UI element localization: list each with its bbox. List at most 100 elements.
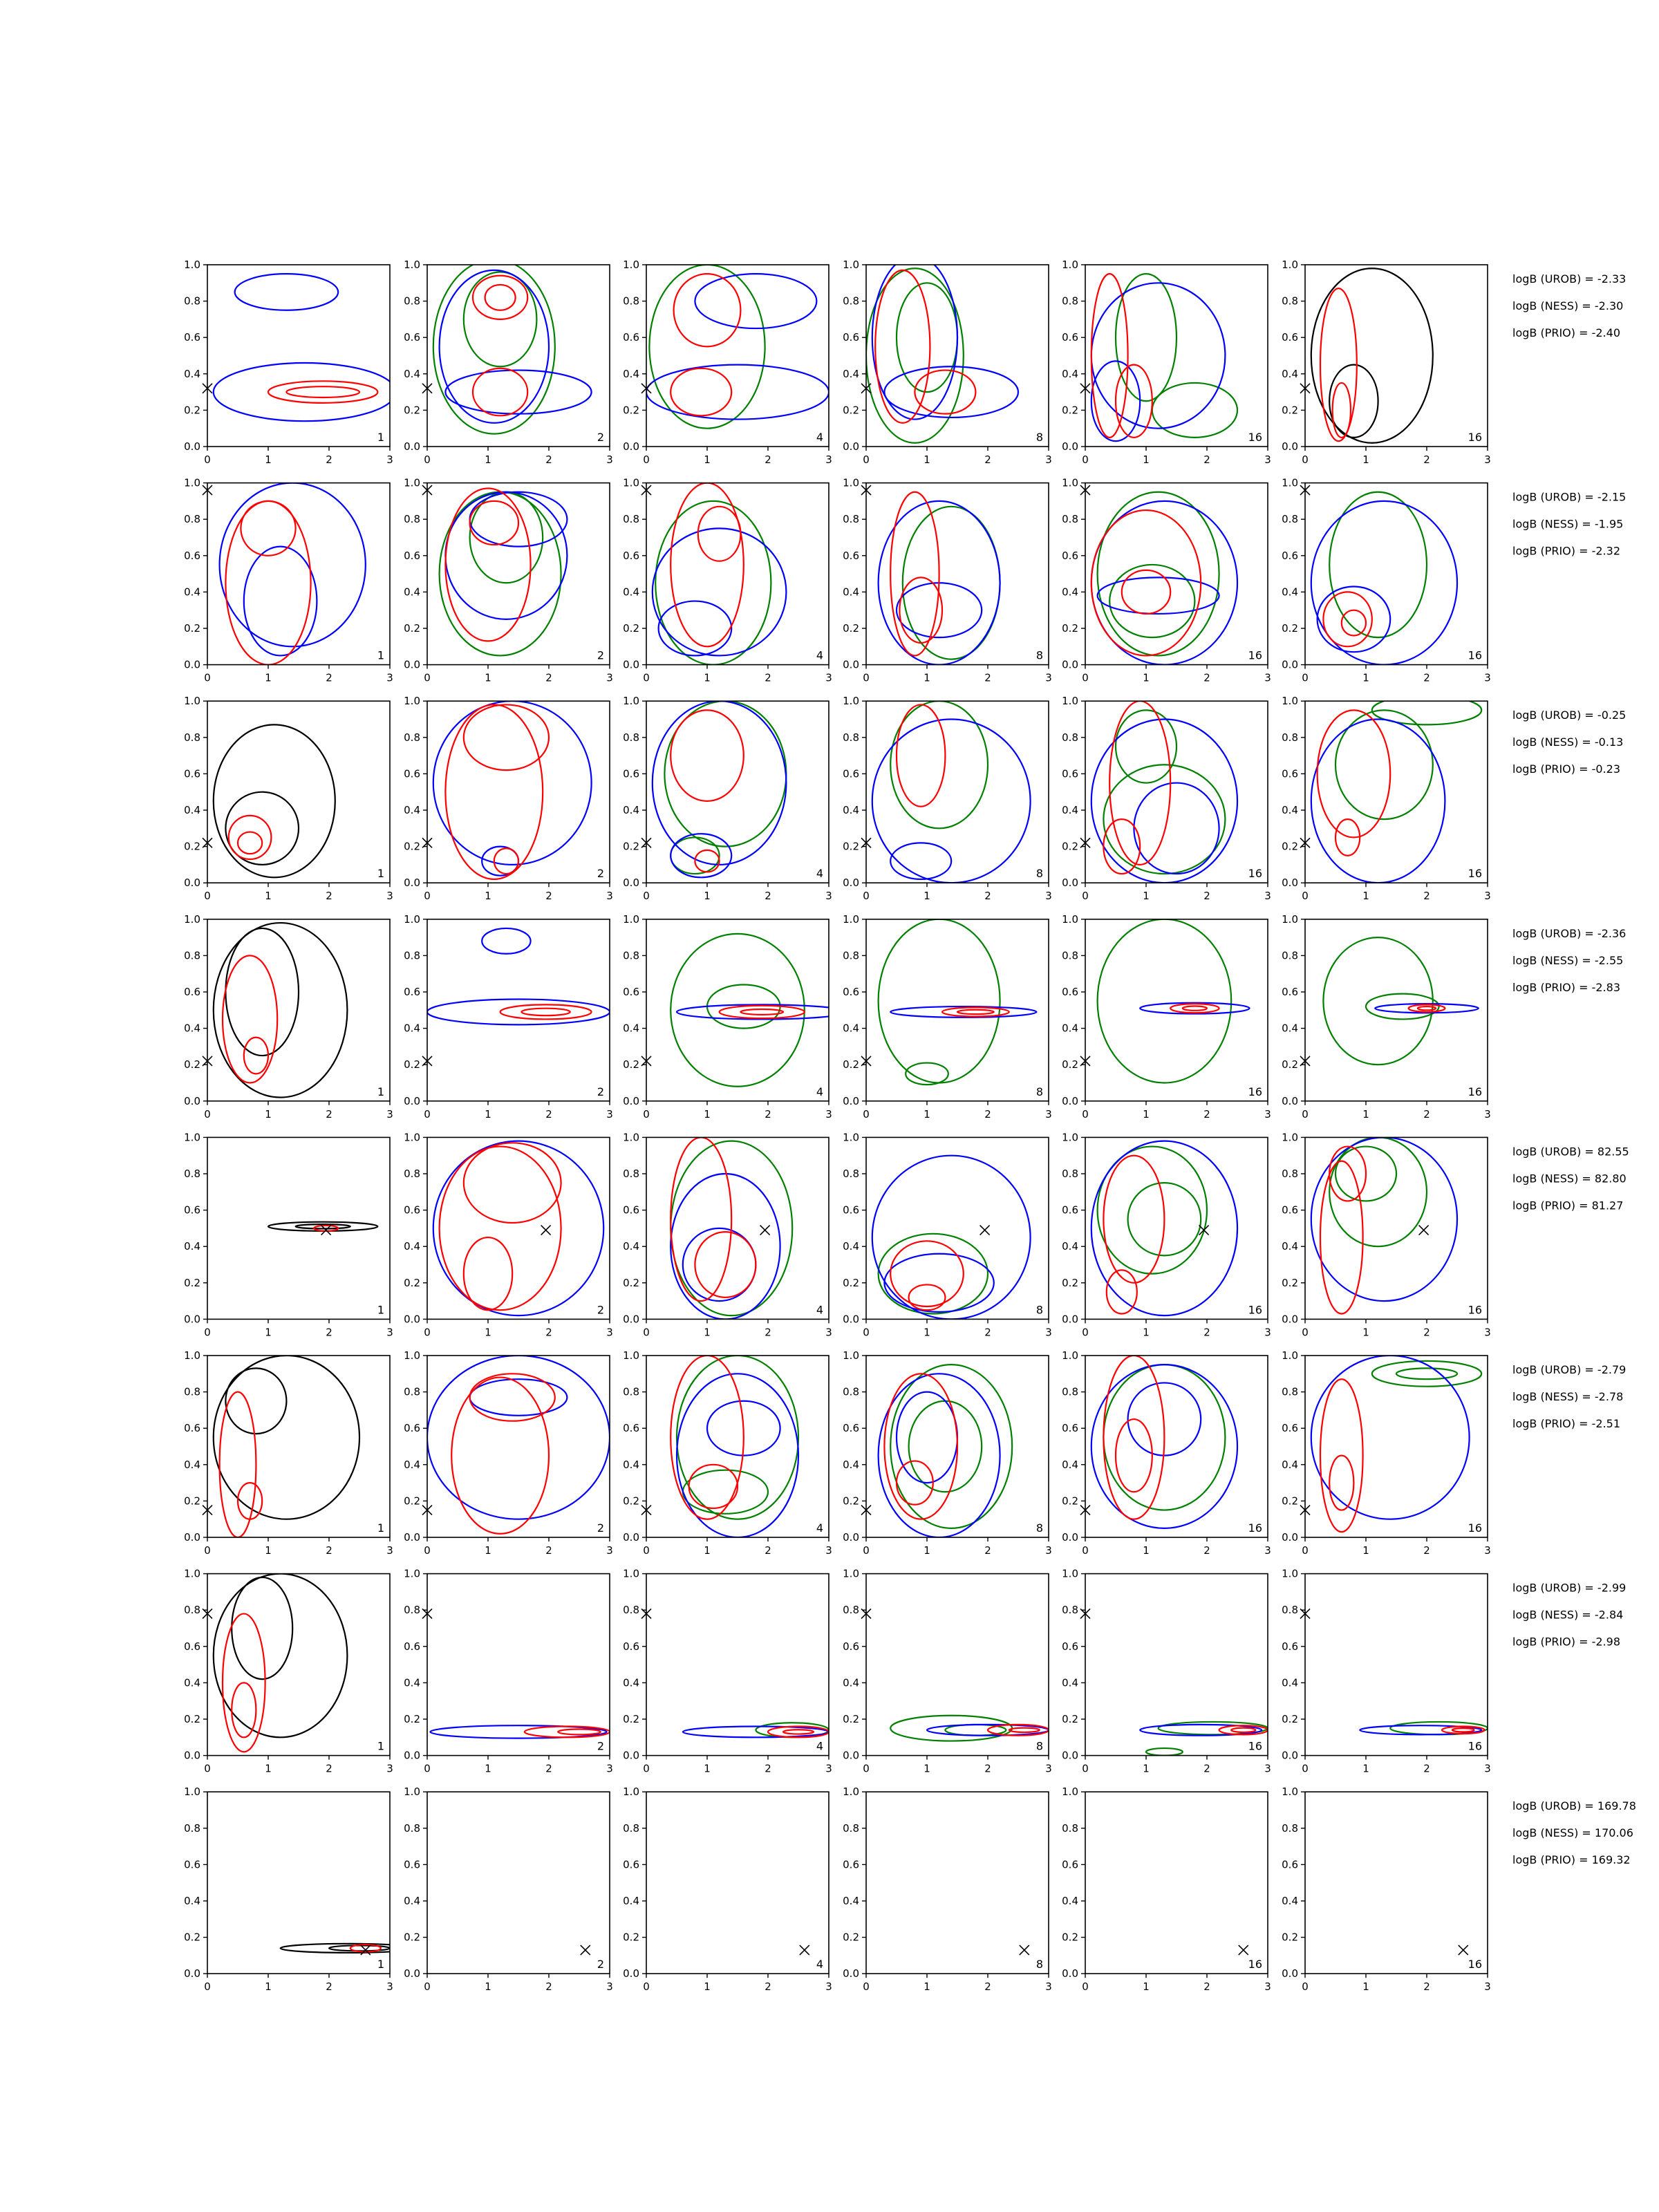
- y-tick-label: 0.2: [623, 1277, 639, 1289]
- red-contour: [484, 283, 516, 311]
- x-tick-label: 2: [1423, 672, 1430, 684]
- contour-group: [670, 1356, 800, 1537]
- red-contour: [890, 491, 940, 657]
- green-contour: [1329, 491, 1428, 639]
- axes-frame: [207, 1791, 391, 1974]
- x-tick-label: 2: [984, 1980, 991, 1993]
- x-tick-label: 0: [1082, 672, 1089, 684]
- x-tick-label: 0: [1082, 1544, 1089, 1557]
- truth-marker: [1199, 1224, 1210, 1236]
- red-contour: [1329, 1454, 1355, 1511]
- contour-group: [427, 927, 610, 1026]
- panel: 0 1 2 3 0.0 0.2 0.4 0.6 0.8 1.0 8: [843, 1349, 1052, 1557]
- blue-contour: [675, 1004, 829, 1020]
- logb-text-block: logB (UROB) = -2.33 logB (NESS) = -2.30 lo…: [1512, 272, 1636, 1866]
- x-tick-label: 0: [424, 1108, 431, 1121]
- x-tick-label: 3: [1484, 1980, 1491, 1993]
- blue-contour: [706, 1400, 781, 1456]
- y-tick-label: 0.8: [623, 1822, 639, 1835]
- x-tick-label: 2: [1203, 453, 1210, 466]
- panel: 0 1 2 3 0.0 0.2 0.4 0.6 0.8 1.0 16: [1282, 1349, 1491, 1557]
- truth-marker: [1458, 1944, 1469, 1956]
- y-tick-label: 0.4: [184, 1676, 200, 1689]
- axes-frame: [1085, 1355, 1268, 1538]
- panel: 0 1 2 3 0.0 0.2 0.4 0.6 0.8 1.0 16: [1062, 913, 1271, 1121]
- contour-group: [427, 1356, 610, 1535]
- x-tick-label: 2: [1203, 1763, 1210, 1775]
- x-tick-label: 3: [606, 1326, 613, 1338]
- contour-group: [651, 482, 787, 665]
- axes-frame: [1085, 1136, 1268, 1320]
- y-tick-label: 1.0: [843, 1568, 859, 1580]
- x-tick-label: 0: [424, 1980, 431, 1993]
- x-tick-label: 1: [1143, 1763, 1150, 1775]
- logb-value: logB (PRIO) = 169.32: [1512, 1853, 1631, 1866]
- y-tick-label: 0.4: [184, 1459, 200, 1471]
- green-contour: [877, 919, 1001, 1084]
- red-contour: [231, 1682, 257, 1738]
- red-contour: [673, 273, 742, 348]
- blue-contour: [657, 600, 733, 657]
- green-contour: [890, 1364, 1013, 1529]
- panel-count-label: 16: [1248, 1958, 1262, 1971]
- y-tick-label: 0.6: [1062, 1858, 1078, 1871]
- y-tick-label: 0.2: [1062, 1494, 1078, 1507]
- red-contour: [227, 814, 272, 861]
- x-tick-label: 2: [545, 1326, 552, 1338]
- axes-frame: [646, 1573, 830, 1756]
- y-tick-label: 0.4: [184, 1022, 200, 1035]
- green-contour: [462, 271, 538, 368]
- panel-count-label: 16: [1248, 1740, 1262, 1753]
- y-tick-label: 0.4: [404, 804, 420, 816]
- y-tick-label: 0.0: [184, 1313, 200, 1325]
- blue-contour: [670, 833, 733, 879]
- x-tick-label: 1: [924, 672, 930, 684]
- truth-marker: [1019, 1944, 1030, 1956]
- y-tick-label: 0.0: [843, 1750, 859, 1762]
- green-contour: [655, 500, 772, 665]
- x-tick-label: 1: [1362, 1763, 1369, 1775]
- y-tick-label: 0.4: [1062, 1459, 1078, 1471]
- x-tick-label: 3: [825, 672, 832, 684]
- y-tick-label: 0.8: [843, 1386, 859, 1398]
- contour-group: [1322, 936, 1479, 1066]
- y-tick-label: 1.0: [623, 695, 639, 707]
- y-tick-label: 0.2: [1282, 404, 1298, 416]
- y-tick-label: 0.2: [1282, 622, 1298, 635]
- red-contour: [1181, 1005, 1208, 1011]
- contour-group: [1310, 1137, 1459, 1315]
- axes-frame: [1304, 919, 1488, 1102]
- y-tick-label: 0.4: [184, 804, 200, 816]
- red-contour: [890, 1240, 964, 1308]
- y-tick-label: 0.0: [404, 440, 420, 453]
- contour-group: [866, 265, 1020, 444]
- logb-value: logB (UROB) = -0.25: [1512, 709, 1626, 722]
- panel-count-label: 16: [1248, 431, 1262, 444]
- x-tick-label: 0: [204, 1326, 211, 1338]
- y-tick-label: 0.8: [404, 1386, 420, 1398]
- panel-count-label: 16: [1468, 649, 1482, 662]
- y-tick-label: 0.6: [1062, 767, 1078, 780]
- y-tick-label: 1.0: [404, 1568, 420, 1580]
- y-tick-label: 0.8: [623, 949, 639, 962]
- contour-group: [682, 1722, 829, 1738]
- red-contour: [694, 849, 720, 873]
- y-tick-label: 0.8: [1062, 1168, 1078, 1180]
- y-tick-label: 1.0: [404, 477, 420, 489]
- panel-count-label: 1: [377, 867, 384, 880]
- blue-contour: [682, 1725, 829, 1738]
- x-tick-label: 3: [825, 1763, 832, 1775]
- x-tick-label: 2: [765, 1763, 771, 1775]
- panel: 0 1 2 3 0.0 0.2 0.4 0.6 0.8 1.0 1: [184, 1568, 393, 1775]
- panel-count-label: 16: [1468, 867, 1482, 880]
- axes-frame: [1085, 264, 1268, 447]
- panel-count-label: 1: [377, 649, 384, 662]
- y-tick-label: 1.0: [404, 695, 420, 707]
- red-contour: [1230, 1727, 1257, 1734]
- red-contour: [1103, 818, 1141, 875]
- y-tick-label: 0.8: [184, 949, 200, 962]
- red-contour: [469, 500, 520, 546]
- red-contour: [462, 704, 550, 771]
- x-tick-label: 1: [1362, 1108, 1369, 1121]
- x-tick-label: 2: [765, 453, 771, 466]
